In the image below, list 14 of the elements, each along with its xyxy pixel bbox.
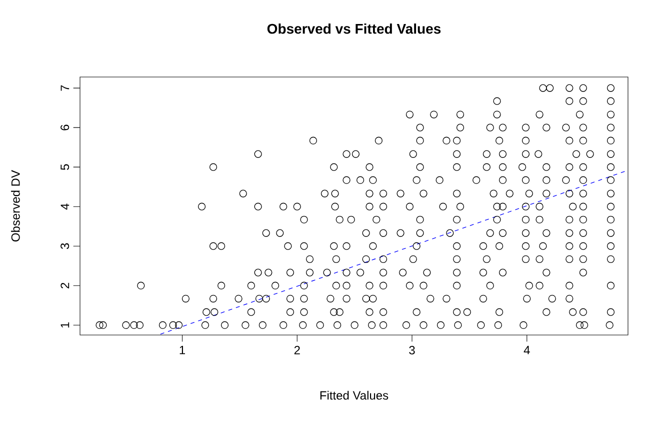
y-tick-label: 4 xyxy=(60,204,70,210)
x-tick-label: 2 xyxy=(294,346,300,354)
y-axis-title: Observed DV xyxy=(11,170,20,242)
y-tick-label: 6 xyxy=(60,124,70,130)
y-tick-label: 3 xyxy=(60,243,70,249)
y-tick-label: 1 xyxy=(60,322,70,328)
x-axis-title: Fitted Values xyxy=(320,390,388,400)
x-tick-label: 4 xyxy=(524,346,530,354)
x-tick-label: 1 xyxy=(180,346,185,354)
y-tick-label: 2 xyxy=(60,282,70,288)
chart-title: Observed vs Fitted Values xyxy=(267,23,441,34)
x-tick-label: 3 xyxy=(409,346,415,354)
y-tick-label: 5 xyxy=(60,164,70,170)
y-tick-label: 7 xyxy=(60,85,70,91)
